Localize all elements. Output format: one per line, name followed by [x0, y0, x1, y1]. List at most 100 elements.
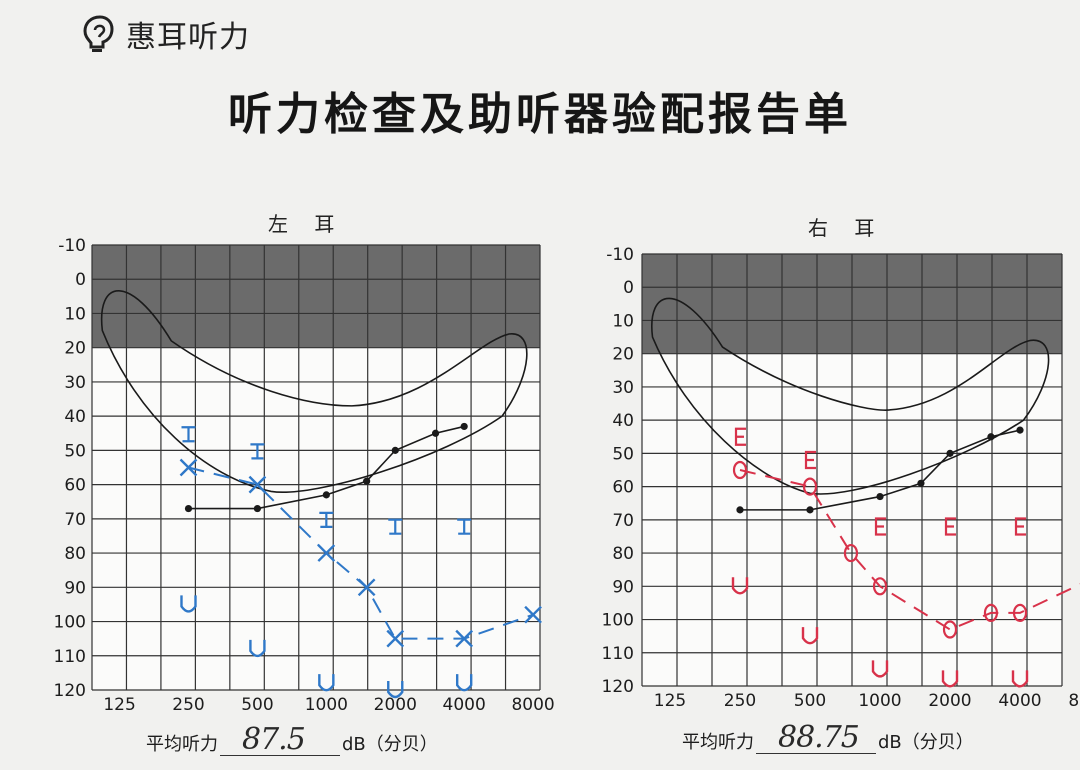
left-reference-point — [322, 491, 330, 499]
right-x-tick-label: 500 — [794, 691, 826, 711]
right-x-tick-label: 4000 — [998, 691, 1041, 711]
right-reference-point — [917, 479, 925, 487]
right-y-tick-label: 10 — [612, 311, 634, 331]
right-y-tick-label: 20 — [612, 345, 634, 365]
right-bone-u-mark — [1011, 670, 1029, 688]
right-average-unit: dB（分贝） — [878, 732, 974, 753]
left-reference-point — [460, 422, 468, 431]
right-y-tick-label: 70 — [612, 511, 634, 531]
right-bone-u-mark — [871, 660, 889, 678]
left-y-tick-label: 10 — [64, 304, 86, 324]
left-air-x-mark — [357, 578, 376, 597]
left-y-tick-label: 90 — [64, 578, 86, 598]
brand: 惠耳听力 — [80, 12, 250, 56]
left-y-tick-label: 80 — [64, 544, 86, 564]
left-average-label: 平均听力 — [146, 734, 218, 755]
left-air-x-mark — [248, 475, 267, 494]
left-threshold-mark — [181, 426, 196, 443]
document-title: 听力检查及助听器验配报告单 — [228, 89, 852, 140]
right-average-blank: 88.75 — [756, 720, 876, 755]
left-average-hearing: 平均听力 87.5 dB（分贝） — [146, 722, 438, 757]
right-y-tick-label: 110 — [602, 644, 634, 664]
left-air-x-mark — [455, 629, 474, 648]
right-x-tick-label: 2000 — [928, 691, 971, 711]
left-y-tick-label: 50 — [64, 441, 86, 461]
right-y-tick-label: 40 — [612, 411, 634, 431]
left-air-x-mark — [179, 458, 198, 477]
right-x-tick-label: 125 — [654, 691, 686, 711]
left-y-tick-label: 60 — [64, 476, 86, 496]
right-air-o-mark — [942, 620, 958, 639]
left-threshold-mark — [388, 518, 403, 535]
left-average-unit: dB（分贝） — [342, 734, 438, 755]
right-reference-point — [806, 506, 814, 514]
left-x-tick-label: 500 — [241, 695, 273, 715]
left-x-tick-label: 2000 — [374, 695, 417, 715]
left-reference-point — [391, 446, 399, 454]
left-y-tick-label: 110 — [54, 647, 86, 667]
left-reference-point — [184, 504, 193, 513]
right-air-conduction-line — [739, 469, 1080, 631]
left-x-tick-label: 125 — [103, 695, 135, 715]
left-reference-point — [431, 429, 440, 437]
left-bone-u-mark — [180, 595, 197, 613]
right-x-tick-label: 8000 — [1068, 691, 1080, 711]
right-y-tick-label: 90 — [612, 577, 634, 597]
left-y-tick-label: 20 — [64, 339, 86, 359]
left-x-tick-label: 4000 — [443, 695, 486, 715]
right-y-tick-label: 120 — [602, 677, 634, 697]
right-x-tick-label: 1000 — [858, 691, 901, 711]
right-air-o-mark — [1012, 603, 1028, 622]
right-bone-u-mark — [731, 577, 749, 595]
left-y-tick-label: 30 — [64, 373, 86, 393]
right-y-tick-label: 60 — [612, 478, 634, 498]
left-y-tick-label: 100 — [54, 613, 86, 633]
right-ear-title: 右 耳 — [808, 216, 885, 240]
left-bone-u-mark — [318, 674, 335, 692]
right-reference-point — [736, 506, 744, 514]
left-average-value: 87.5 — [242, 722, 306, 757]
right-threshold-mark — [734, 427, 746, 446]
left-threshold-mark — [319, 511, 334, 528]
left-y-tick-label: 120 — [54, 681, 86, 701]
left-y-tick-label: 40 — [64, 407, 86, 427]
right-y-tick-label: 30 — [612, 378, 634, 398]
ear-bulb-logo-icon — [83, 15, 114, 52]
right-reference-point — [1016, 426, 1024, 434]
left-threshold-mark — [250, 443, 265, 460]
right-air-o-mark — [802, 477, 818, 496]
right-reference-point — [987, 433, 995, 441]
left-average-blank: 87.5 — [220, 722, 340, 757]
left-grid — [91, 244, 541, 691]
left-air-x-mark — [386, 629, 405, 648]
left-bone-u-mark — [249, 639, 266, 658]
brand-name: 惠耳听力 — [126, 20, 250, 55]
right-average-value: 88.75 — [778, 720, 860, 755]
left-y-tick-label: 70 — [64, 510, 86, 530]
left-reference-point — [363, 477, 371, 485]
right-threshold-mark — [944, 517, 956, 536]
right-reference-point — [876, 492, 884, 501]
right-threshold-mark — [1014, 517, 1026, 536]
right-air-o-mark — [983, 603, 999, 622]
left-air-x-mark — [524, 605, 542, 624]
left-y-tick-label: 0 — [75, 270, 86, 290]
left-bone-u-mark — [455, 674, 473, 692]
left-x-tick-label: 8000 — [511, 695, 554, 715]
right-y-tick-label: 80 — [612, 544, 634, 564]
right-x-tick-label: 250 — [724, 691, 756, 711]
right-speech-banana — [651, 297, 1050, 495]
right-air-o-mark — [872, 577, 888, 596]
right-average-hearing: 平均听力 88.75 dB（分贝） — [682, 720, 974, 755]
right-grid — [641, 253, 1063, 687]
right-air-o-mark — [732, 460, 748, 480]
right-threshold-mark — [804, 450, 816, 470]
left-ear-title: 左 耳 — [268, 212, 345, 236]
right-reference-point — [946, 449, 954, 457]
left-normal-range-band — [92, 245, 540, 348]
left-y-tick-label: -10 — [58, 236, 86, 256]
right-y-tick-label: -10 — [606, 245, 634, 265]
right-threshold-mark — [874, 517, 886, 536]
right-y-tick-label: 0 — [623, 278, 634, 298]
